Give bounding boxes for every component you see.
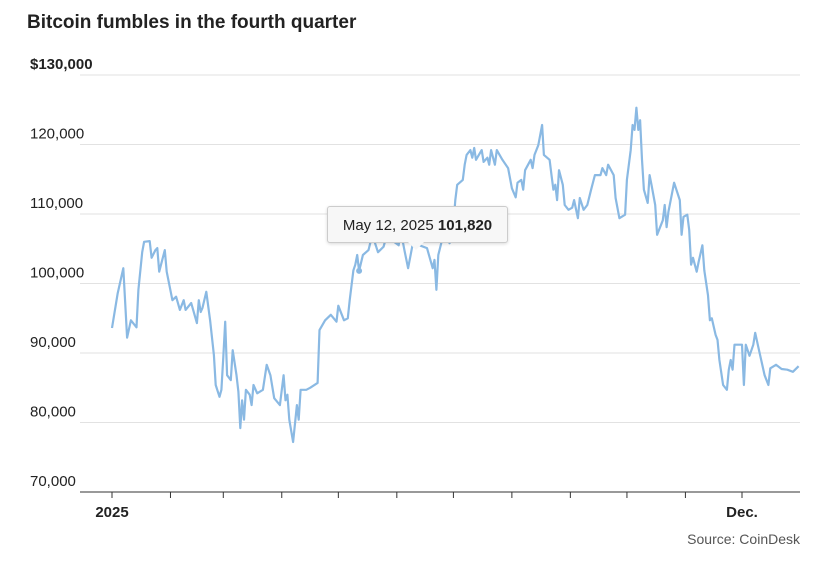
x-tick-label: Dec. [726,504,758,521]
hover-tooltip: May 12, 2025 101,820 [327,206,508,250]
series-group [110,106,800,444]
tooltip-value: 101,820 [437,217,493,234]
tooltip-date: May 12, 2025 [342,217,434,234]
y-tick-label: 120,000 [30,126,84,143]
y-tick-label: $130,000 [30,56,93,73]
y-tick-label: 90,000 [30,334,76,351]
x-tick-label: 2025 [95,504,128,521]
hover-point-marker [356,267,363,274]
chart-title: Bitcoin fumbles in the fourth quarter [27,12,357,33]
y-axis-labels: $130,000 120,000 110,000 100,000 90,000 80,00… [30,56,93,490]
x-axis: 2025 Dec. [80,491,800,521]
y-tick-label: 80,000 [30,404,76,421]
y-tick-label: 110,000 [30,195,83,212]
y-tick-label: 100,000 [30,265,84,282]
source-note: Source: CoinDesk [687,531,800,547]
price-line [110,106,800,444]
y-tick-label: 70,000 [30,473,76,490]
